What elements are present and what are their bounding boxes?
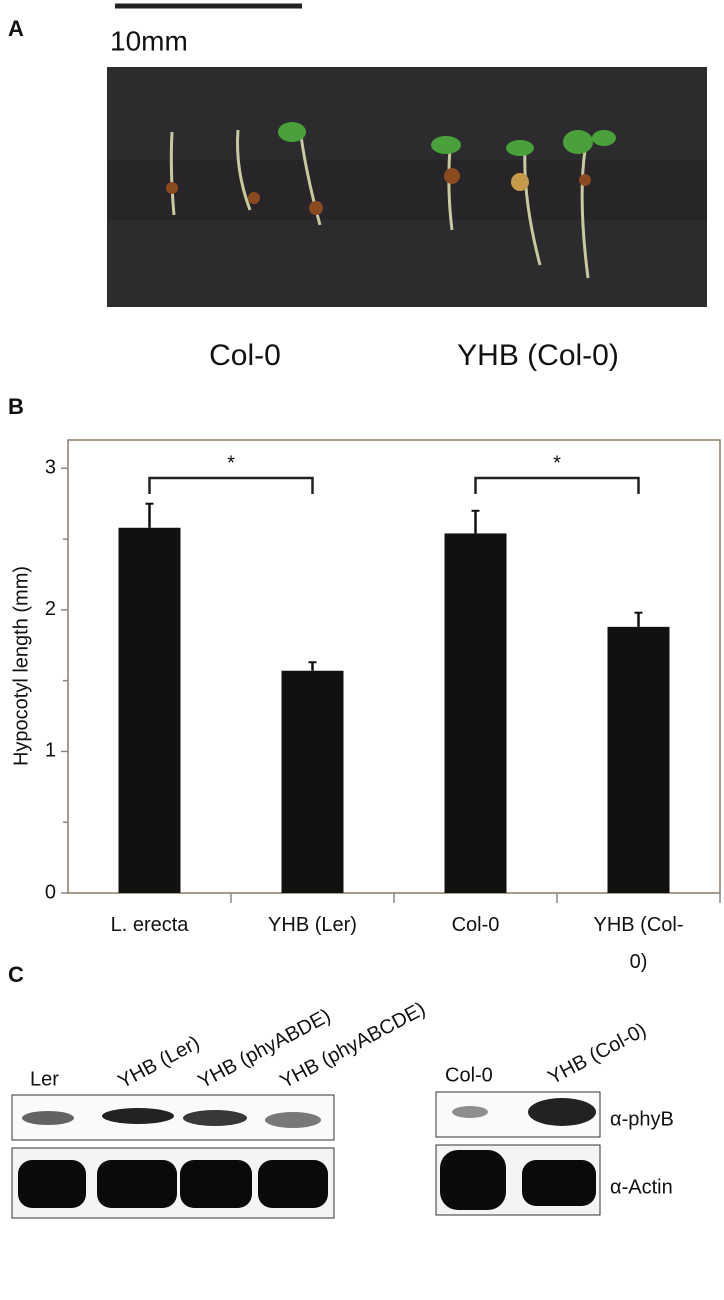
- x-tick-label: Col-0: [451, 914, 500, 936]
- scale-bar-label: 10mm: [110, 25, 188, 56]
- lane-label: YHB (phyABDE): [194, 1005, 334, 1093]
- significance-bracket: [474, 476, 640, 494]
- y-axis-label: Hypocotyl length (mm): [10, 566, 32, 766]
- significance-label: *: [227, 452, 235, 474]
- y-tick-label: 2: [45, 598, 56, 620]
- significance-label: *: [553, 452, 561, 474]
- lane-label: YHB (Col-0): [544, 1019, 650, 1089]
- seedling-photo: [107, 67, 707, 307]
- y-tick-label: 1: [45, 740, 56, 762]
- panel-label: B: [8, 394, 24, 419]
- x-tick-label: L. erecta: [110, 914, 189, 936]
- bar: [118, 527, 181, 893]
- bar: [281, 670, 344, 893]
- y-tick-label: 3: [45, 457, 56, 479]
- photo-caption: YHB (Col-0): [457, 339, 619, 372]
- y-tick-label: 0: [45, 881, 56, 903]
- significance-bracket: [148, 476, 314, 494]
- bar: [607, 626, 670, 893]
- bar: [444, 533, 507, 893]
- chart: 0 1 2 3 * *: [45, 452, 721, 903]
- photo-caption: Col-0: [209, 339, 281, 372]
- lane-label: YHB (Ler): [114, 1032, 203, 1093]
- lane-label: Ler: [30, 1068, 59, 1090]
- row-label: α-Actin: [610, 1176, 673, 1198]
- row-label: α-phyB: [610, 1108, 674, 1130]
- panel-label: C: [8, 962, 24, 987]
- x-tick-label: YHB (Ler): [268, 914, 357, 936]
- lane-label: Col-0: [445, 1064, 493, 1086]
- x-tick-label: YHB (Col-0): [593, 914, 684, 973]
- panel-label: A: [8, 16, 24, 41]
- lane-label: YHB (phyABCDE): [276, 998, 429, 1093]
- western-blot: [11, 1091, 601, 1219]
